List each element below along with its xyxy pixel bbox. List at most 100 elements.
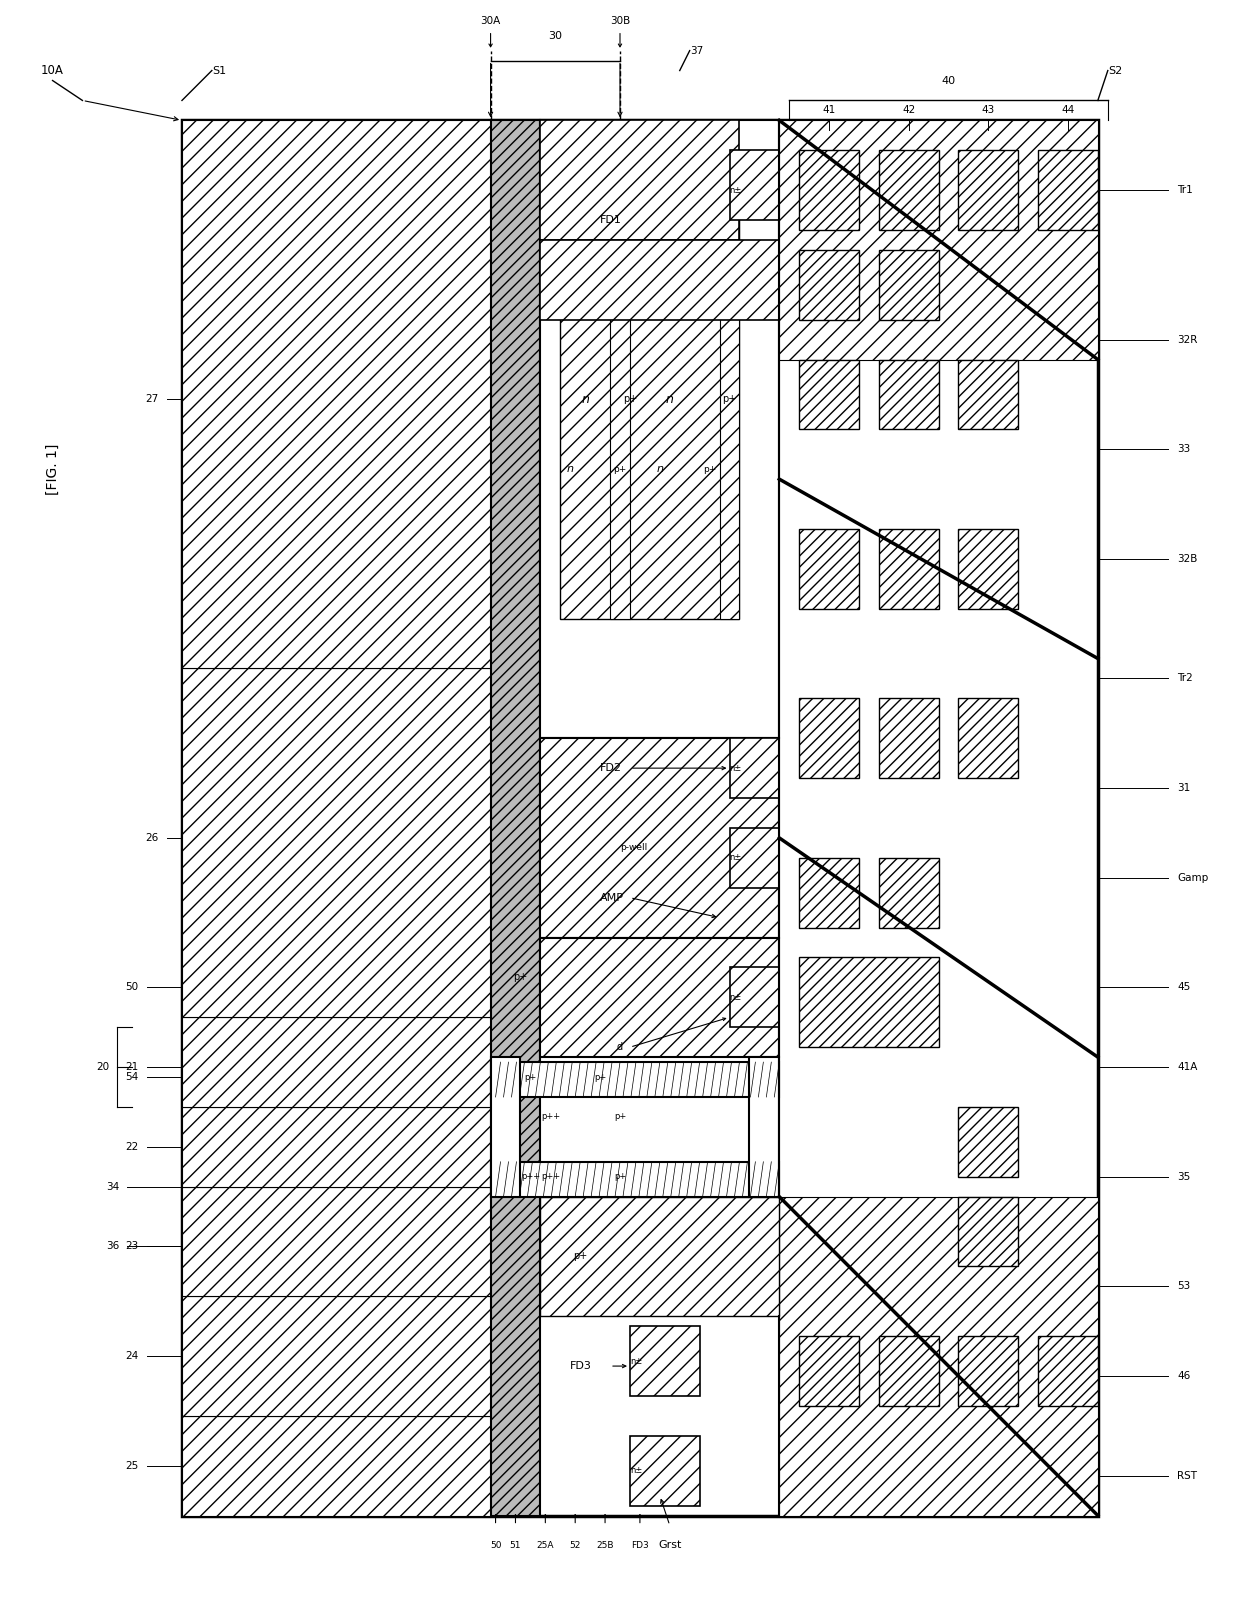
Text: Tr2: Tr2	[1178, 673, 1193, 683]
Text: 41A: 41A	[1178, 1061, 1198, 1073]
Text: 50: 50	[490, 1540, 501, 1550]
Bar	[491, 120, 541, 1516]
Text: 53: 53	[1178, 1281, 1190, 1291]
Bar	[729, 828, 779, 888]
Text: n±: n±	[729, 993, 742, 1002]
Text: S2: S2	[1107, 66, 1122, 76]
Text: 27: 27	[145, 395, 159, 404]
Text: 43: 43	[982, 105, 994, 115]
Text: S1: S1	[212, 66, 226, 76]
Text: 25B: 25B	[596, 1540, 614, 1550]
Bar	[800, 858, 859, 927]
Bar	[182, 1296, 521, 1416]
Bar	[959, 359, 1018, 429]
Text: [FIG. 1]: [FIG. 1]	[46, 443, 60, 495]
Bar	[182, 120, 1097, 1516]
Text: FD1: FD1	[600, 215, 622, 225]
Text: 30B: 30B	[610, 16, 630, 26]
Bar	[541, 1197, 779, 1317]
Bar	[959, 150, 1018, 230]
Text: p+: p+	[525, 1073, 537, 1081]
Text: 21: 21	[125, 1061, 139, 1073]
Bar	[959, 699, 1018, 778]
Text: 32B: 32B	[1178, 553, 1198, 563]
Text: p++: p++	[541, 1113, 560, 1121]
Bar	[541, 120, 1097, 359]
Text: p-well: p-well	[620, 843, 647, 853]
Bar	[719, 160, 739, 618]
Bar	[491, 1162, 779, 1197]
Text: p+: p+	[614, 1171, 626, 1181]
Text: n±: n±	[729, 764, 742, 773]
Text: FD2: FD2	[600, 764, 622, 773]
Text: AMP: AMP	[600, 893, 624, 903]
Text: 24: 24	[125, 1351, 139, 1361]
Bar	[959, 1197, 1018, 1267]
Text: 32R: 32R	[1178, 335, 1198, 345]
Text: n±: n±	[729, 186, 742, 194]
Text: 25: 25	[125, 1461, 139, 1471]
Text: p+: p+	[513, 972, 527, 982]
Text: RST: RST	[1178, 1471, 1198, 1480]
Text: 37: 37	[689, 45, 703, 55]
Text: FD3: FD3	[570, 1361, 591, 1370]
Text: 41: 41	[822, 105, 836, 115]
Bar	[1038, 150, 1097, 230]
Bar	[541, 239, 779, 320]
Bar	[491, 1061, 779, 1097]
Text: 25A: 25A	[537, 1540, 554, 1550]
Text: Gamp: Gamp	[1178, 872, 1209, 883]
Bar	[800, 359, 859, 429]
Bar	[879, 858, 939, 927]
Text: p+: p+	[622, 395, 637, 404]
Bar	[959, 1336, 1018, 1406]
Text: 42: 42	[901, 105, 915, 115]
Text: 52: 52	[569, 1540, 580, 1550]
Bar	[729, 738, 779, 798]
Bar	[879, 529, 939, 608]
Bar	[541, 738, 779, 937]
Text: Tr1: Tr1	[1178, 184, 1193, 196]
Bar	[729, 150, 779, 220]
Text: d: d	[618, 1042, 622, 1052]
Bar	[610, 160, 630, 618]
Bar	[541, 937, 779, 1057]
Bar	[959, 529, 1018, 608]
Text: 10A: 10A	[41, 65, 64, 78]
Bar	[541, 120, 779, 738]
Bar	[779, 1197, 1097, 1516]
Bar	[749, 1057, 779, 1197]
Text: 31: 31	[1178, 783, 1190, 793]
Bar	[800, 150, 859, 230]
Text: FD3: FD3	[631, 1540, 649, 1550]
Bar	[959, 1107, 1018, 1176]
Bar	[879, 359, 939, 429]
Bar	[800, 1336, 859, 1406]
Text: n±: n±	[630, 1466, 642, 1476]
Bar	[182, 1416, 521, 1516]
Text: 35: 35	[1178, 1171, 1190, 1181]
Text: 20: 20	[95, 1061, 109, 1073]
Bar	[182, 1107, 521, 1186]
Text: p+: p+	[594, 1073, 606, 1081]
Text: n±: n±	[630, 1356, 642, 1366]
Text: 34: 34	[105, 1181, 119, 1192]
Text: p+: p+	[723, 395, 737, 404]
Text: 30A: 30A	[480, 16, 501, 26]
Bar	[491, 1057, 521, 1197]
Bar	[182, 668, 521, 1018]
Bar	[879, 1336, 939, 1406]
Text: p++: p++	[541, 1171, 560, 1181]
Bar	[800, 529, 859, 608]
Bar	[630, 1327, 699, 1396]
Bar	[800, 699, 859, 778]
Bar	[800, 249, 859, 320]
Text: 30: 30	[548, 31, 562, 40]
Text: n±: n±	[729, 853, 742, 862]
Bar	[182, 1186, 521, 1296]
Text: n: n	[656, 464, 663, 474]
Text: p+: p+	[614, 464, 626, 474]
Text: 45: 45	[1178, 982, 1190, 992]
Bar	[879, 249, 939, 320]
Text: 50: 50	[125, 982, 139, 992]
